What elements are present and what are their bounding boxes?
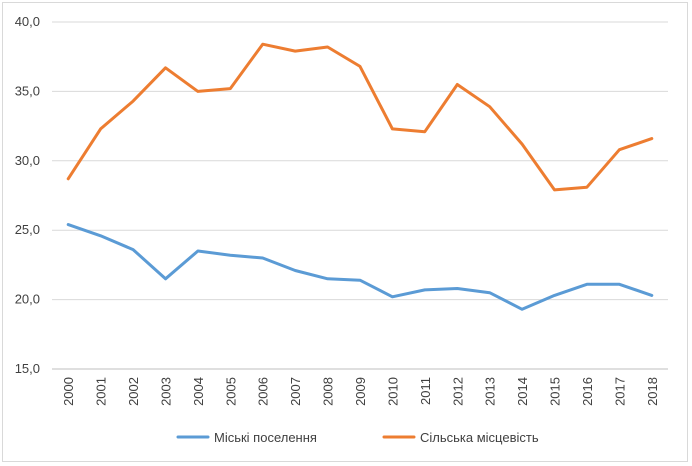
data-point [423,288,426,291]
x-tick-label: 2015 [548,377,563,406]
x-tick-label: 2001 [94,377,109,406]
x-tick-label: 2011 [418,377,433,405]
x-tick-label: 2017 [612,377,627,406]
data-point [261,43,264,46]
x-tick-label: 2005 [223,377,238,406]
legend: Міські поселення Сільська місцевість [176,430,539,445]
data-point [326,277,329,280]
x-tick-label: 2000 [61,377,76,406]
data-point [553,294,556,297]
series-line-2 [66,42,654,192]
x-tick-label: 2014 [515,377,530,406]
y-axis-tick-labels: 15,0 20,0 25,0 30,0 35,0 40,0 [15,14,40,376]
data-point [67,177,70,180]
legend-label-2: Сільська місцевість [420,430,539,445]
x-tick-label: 2018 [645,377,660,406]
x-tick-label: 2010 [385,377,400,406]
data-point [359,279,362,282]
data-point [99,234,102,237]
y-tick-label: 20,0 [15,292,40,307]
data-point [132,248,135,251]
data-point [585,283,588,286]
y-tick-label: 25,0 [15,222,40,237]
x-tick-label: 2013 [483,377,498,406]
y-tick-label: 15,0 [15,361,40,376]
gridlines [52,21,668,301]
data-point [391,127,394,130]
data-point [229,254,232,257]
x-tick-label: 2009 [353,377,368,406]
x-tick-label: 2004 [191,377,206,406]
data-point [229,87,232,90]
data-point [521,143,524,146]
y-tick-label: 40,0 [15,14,40,29]
data-point [99,127,102,130]
legend-label-1: Міські поселення [214,430,317,445]
data-point [585,186,588,189]
data-point [391,295,394,298]
series-line-1 [66,223,654,311]
data-series [66,42,654,311]
data-point [359,65,362,68]
data-point [456,287,459,290]
x-tick-label: 2012 [450,377,465,406]
x-tick-label: 2006 [256,377,271,406]
data-point [618,148,621,151]
data-point [650,137,653,140]
data-point [164,277,167,280]
data-point [488,105,491,108]
data-point [423,130,426,133]
x-tick-label: 2003 [158,377,173,406]
data-point [164,66,167,69]
chart-frame [2,2,688,462]
x-tick-label: 2016 [580,377,595,406]
x-tick-label: 2002 [126,377,141,406]
y-tick-label: 30,0 [15,153,40,168]
data-point [326,45,329,48]
data-point [196,250,199,253]
x-axis-tick-labels: 2000 2001 2002 2003 2004 2005 2006 2007 2008 2009… [61,377,660,406]
data-point [618,283,621,286]
x-tick-label: 2008 [321,377,336,406]
data-point [553,188,556,191]
data-point [196,90,199,93]
data-point [261,256,264,259]
data-point [456,83,459,86]
data-point [294,269,297,272]
data-point [488,291,491,294]
data-point [521,308,524,311]
y-tick-label: 35,0 [15,83,40,98]
x-tick-label: 2007 [288,377,303,406]
data-point [650,294,653,297]
data-point [132,100,135,103]
data-point [67,223,70,226]
data-point [294,50,297,53]
